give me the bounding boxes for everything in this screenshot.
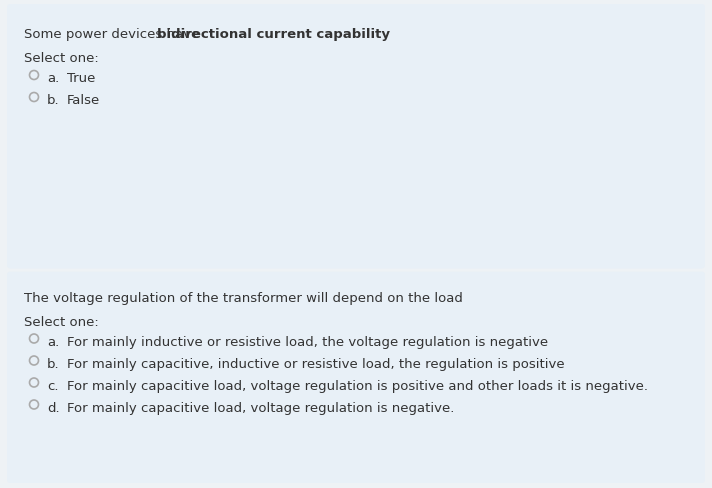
- Text: For mainly capacitive load, voltage regulation is positive and other loads it is: For mainly capacitive load, voltage regu…: [67, 379, 648, 392]
- Text: Some power devices have: Some power devices have: [24, 28, 204, 41]
- FancyBboxPatch shape: [7, 272, 705, 483]
- FancyBboxPatch shape: [7, 5, 705, 269]
- Text: c.: c.: [47, 379, 58, 392]
- Text: Select one:: Select one:: [24, 52, 99, 65]
- Text: d.: d.: [47, 401, 60, 414]
- Text: True: True: [67, 72, 95, 85]
- Text: a.: a.: [47, 72, 59, 85]
- Text: For mainly inductive or resistive load, the voltage regulation is negative: For mainly inductive or resistive load, …: [67, 335, 548, 348]
- Text: b.: b.: [47, 357, 60, 370]
- Text: False: False: [67, 94, 100, 107]
- Text: bidirectional current capability: bidirectional current capability: [157, 28, 390, 41]
- Text: a.: a.: [47, 335, 59, 348]
- Text: Select one:: Select one:: [24, 315, 99, 328]
- Text: b.: b.: [47, 94, 60, 107]
- Text: For mainly capacitive load, voltage regulation is negative.: For mainly capacitive load, voltage regu…: [67, 401, 454, 414]
- Text: The voltage regulation of the transformer will depend on the load: The voltage regulation of the transforme…: [24, 291, 463, 304]
- Text: For mainly capacitive, inductive or resistive load, the regulation is positive: For mainly capacitive, inductive or resi…: [67, 357, 565, 370]
